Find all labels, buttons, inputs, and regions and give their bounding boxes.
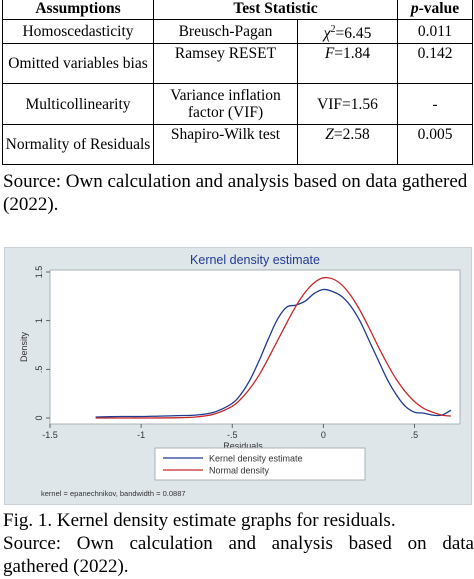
cell-statistic: VIF=1.56 <box>297 83 398 126</box>
figure-panel: Kernel density estimate 0 .5 1 1.5 -1.5 -1 -.5 0… <box>4 247 472 505</box>
stat-var: F <box>324 45 335 63</box>
cell-statistic: χ2=6.45 <box>297 18 398 45</box>
cell-statistic: F=1.84 <box>297 43 398 85</box>
legend-label: Kernel density estimate <box>209 454 303 464</box>
figure-caption-block: Fig. 1. Kernel density estimate graphs f… <box>3 509 474 578</box>
cell-p-value: 0.142 <box>397 43 473 85</box>
stat-var: χ <box>323 25 331 43</box>
table-row: Normality of Residuals Shapiro-Wilk test… <box>2 124 473 166</box>
cell-assumption: Normality of Residuals <box>2 124 154 166</box>
y-axis-label: Density <box>19 331 29 362</box>
x-tick-label: -1 <box>137 430 145 440</box>
legend-label: Normal density <box>209 466 270 476</box>
table-row: Omitted variables bias Ramsey RESET F=1.… <box>2 43 473 85</box>
header-p-rest: -value <box>418 0 460 17</box>
kernel-note: kernel = epanechnikov, bandwidth = 0.088… <box>41 489 186 498</box>
x-tick-label: 0 <box>321 430 326 440</box>
chart-title: Kernel density estimate <box>190 253 320 267</box>
cell-p-value: - <box>397 83 473 126</box>
figure-caption: Fig. 1. Kernel density estimate graphs f… <box>3 510 396 531</box>
header-test-statistic: Test Statistic <box>153 0 398 20</box>
assumption-tests-table: Assumptions Test Statistic p-value Homos… <box>2 0 473 166</box>
x-axis-label: Residuals <box>223 441 263 451</box>
header-assumptions: Assumptions <box>2 0 154 20</box>
stat-var: VIF <box>317 95 343 113</box>
figure-source-line2: gathered (2022). <box>3 556 129 577</box>
y-tick-label: 1 <box>34 318 44 323</box>
kernel-density-chart: Kernel density estimate 0 .5 1 1.5 -1.5 -1 -.5 0… <box>19 253 461 498</box>
header-p-value: p-value <box>397 0 473 20</box>
y-tick-label: .5 <box>34 366 44 374</box>
plot-area <box>49 269 461 425</box>
y-tick-label: 0 <box>34 415 44 420</box>
cell-statistic: Z=2.58 <box>297 124 398 166</box>
kernel-density-line <box>95 288 452 418</box>
table-row: Multicollinearity Variance inflation fac… <box>2 83 473 126</box>
legend-box <box>154 447 366 481</box>
stat-val: =1.84 <box>334 45 371 63</box>
cell-assumption: Multicollinearity <box>2 83 154 126</box>
cell-test: Ramsey RESET <box>153 43 298 85</box>
stat-val: =2.58 <box>333 126 370 144</box>
cell-assumption: Homoscedasticity <box>2 18 154 45</box>
normal-density-line <box>95 276 451 419</box>
x-tick-label: -.5 <box>227 430 238 440</box>
cell-p-value: 0.011 <box>397 18 473 45</box>
x-tick-label: .5 <box>411 430 419 440</box>
cell-p-value: 0.005 <box>397 124 473 166</box>
cell-test: Shapiro-Wilk test <box>153 124 298 166</box>
y-tick-label: 1.5 <box>34 266 44 279</box>
stat-var: Z <box>325 126 334 144</box>
figure-source-line1: Source: Own calculation and analysis bas… <box>3 533 474 554</box>
cell-assumption: Omitted variables bias <box>2 43 154 85</box>
x-tick-label: -1.5 <box>42 430 58 440</box>
table-header-row: Assumptions Test Statistic p-value <box>2 0 473 20</box>
stat-sup: 2 <box>330 24 336 35</box>
table-row: Homoscedasticity Breusch-Pagan χ2=6.45 0… <box>2 18 473 45</box>
cell-test: Variance inflation factor (VIF) <box>153 83 298 126</box>
stat-val: =6.45 <box>335 25 372 43</box>
table-source-note: Source: Own calculation and analysis bas… <box>3 171 468 215</box>
stat-val: =1.56 <box>342 95 378 113</box>
header-p-italic: p <box>410 0 419 17</box>
cell-test: Breusch-Pagan <box>153 18 298 45</box>
